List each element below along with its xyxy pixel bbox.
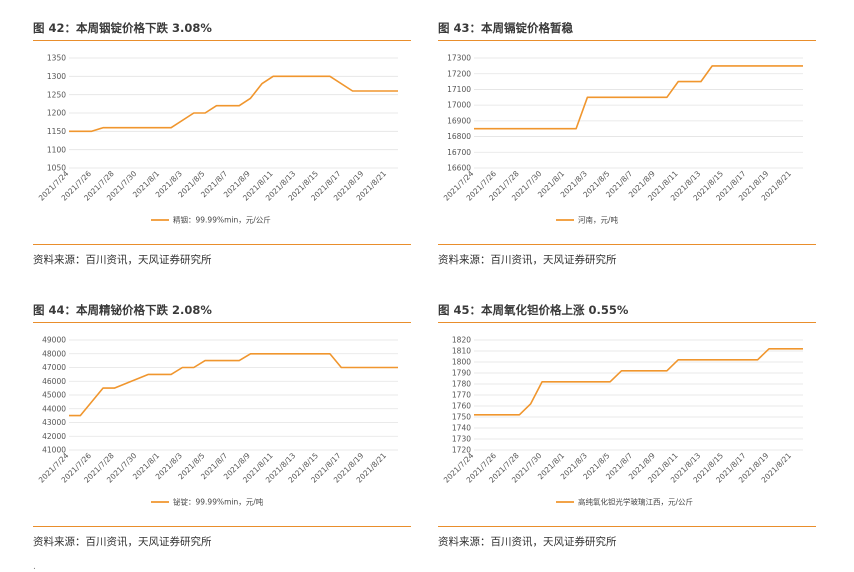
chart-panel-bismuth: 图 44：本周精铋价格下跌 2.08% 41000 42000 43000 44000… [33, 302, 411, 552]
y-tick-label: 1200 [47, 109, 66, 118]
legend-label: 河南，元/吨 [578, 215, 619, 225]
y-tick-label: 17000 [447, 101, 471, 110]
y-tick-label: 45000 [42, 391, 66, 400]
title-divider [33, 40, 411, 41]
page-footer-mark: . [33, 562, 36, 572]
title-divider [438, 322, 816, 323]
y-tick-label: 1150 [47, 127, 66, 136]
y-tick-label: 1050 [47, 164, 66, 173]
y-tick-label: 41000 [42, 446, 66, 455]
y-tick-label: 1350 [47, 54, 66, 63]
y-tick-label: 44000 [42, 404, 66, 413]
series-line [69, 75, 398, 133]
chart-title: 图 43：本周镉锭价格暂稳 [438, 21, 574, 35]
y-tick-label: 49000 [42, 336, 66, 345]
line-chart: 41000 42000 43000 44000 45000 46000 47000 48000… [37, 336, 398, 507]
source-note: 资料来源：百川资讯，天风证券研究所 [33, 254, 212, 266]
y-tick-label: 42000 [42, 432, 66, 441]
y-tick-label: 1820 [452, 336, 471, 345]
line-chart: 10501100115012001250130013502021/7/24202… [37, 54, 398, 225]
y-tick-label: 1300 [47, 72, 66, 81]
y-tick-label: 1250 [47, 90, 66, 99]
source-divider [438, 526, 816, 527]
line-chart: 1720 1730 1740 1750 1760 1770 1780 1790 1800 1810… [442, 336, 803, 507]
source-note: 资料来源：百川资讯，天风证券研究所 [438, 254, 617, 266]
source-divider [438, 244, 816, 245]
y-tick-label: 17300 [447, 54, 471, 63]
line-chart: 16600 16700 16800 16900 17000 17100 17200 17300… [442, 54, 803, 225]
series-line [474, 65, 803, 130]
y-tick-label: 1780 [452, 380, 471, 389]
legend-label: 铋锭：99.99%min，元/吨 [173, 497, 264, 507]
y-tick-label: 16900 [447, 116, 471, 125]
y-tick-label: 16700 [447, 148, 471, 157]
y-tick-label: 17200 [447, 69, 471, 78]
source-note: 资料来源：百川资讯，天风证券研究所 [33, 536, 212, 548]
y-tick-label: 1800 [452, 358, 471, 367]
y-tick-label: 1750 [452, 413, 471, 422]
source-note: 资料来源：百川资讯，天风证券研究所 [438, 536, 617, 548]
y-tick-label: 48000 [42, 349, 66, 358]
y-tick-label: 17100 [447, 85, 471, 94]
chart-title: 图 45：本周氧化钽价格上涨 0.55% [438, 303, 629, 317]
chart-panel-tantalum-oxide: 图 45：本周氧化钽价格上涨 0.55% 1720 1730 1740 1750 176… [438, 302, 816, 552]
series-line [69, 352, 398, 417]
y-tick-label: 1740 [452, 424, 471, 433]
y-tick-label: 1730 [452, 435, 471, 444]
y-tick-label: 1760 [452, 402, 471, 411]
title-divider [33, 322, 411, 323]
chart-panel-cadmium: 图 43：本周镉锭价格暂稳 16600 16700 16800 16900 17000 1… [438, 20, 816, 270]
chart-title: 图 42：本周铟锭价格下跌 3.08% [33, 21, 212, 35]
legend-label: 精铟：99.99%min，元/公斤 [173, 215, 271, 225]
legend-label: 高纯氧化钽光学玻璃江西，元/公斤 [578, 497, 693, 507]
chart-title: 图 44：本周精铋价格下跌 2.08% [33, 303, 212, 317]
y-tick-label: 47000 [42, 363, 66, 372]
title-divider [438, 40, 816, 41]
y-tick-label: 16600 [447, 164, 471, 173]
y-tick-label: 1720 [452, 446, 471, 455]
y-tick-label: 1790 [452, 369, 471, 378]
source-divider [33, 244, 411, 245]
y-tick-label: 16800 [447, 132, 471, 141]
source-divider [33, 526, 411, 527]
chart-panel-indium: 图 42：本周铟锭价格下跌 3.08% 1050 1100 1150 1200 1250… [33, 20, 411, 270]
series-line [474, 347, 803, 416]
y-tick-label: 46000 [42, 377, 66, 386]
y-tick-label: 1100 [47, 145, 66, 154]
y-tick-label: 1810 [452, 347, 471, 356]
y-tick-label: 43000 [42, 418, 66, 427]
y-tick-label: 1770 [452, 391, 471, 400]
